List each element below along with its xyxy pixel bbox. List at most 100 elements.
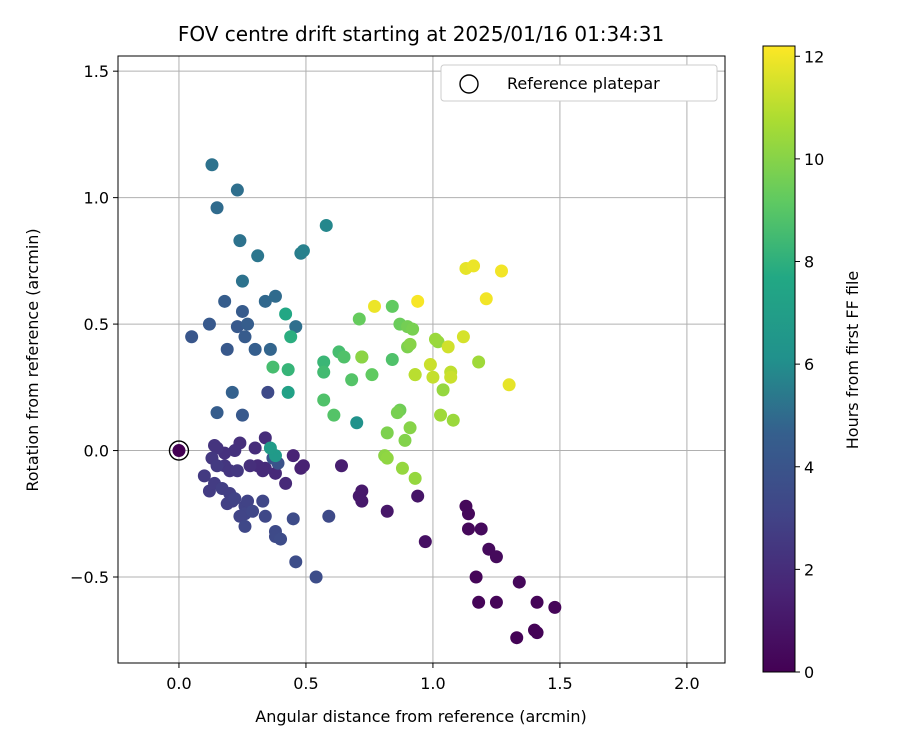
data-point xyxy=(380,504,394,518)
data-point xyxy=(474,522,488,536)
data-point xyxy=(243,459,257,473)
data-point xyxy=(467,259,481,273)
data-point xyxy=(238,519,252,533)
data-point xyxy=(309,570,323,584)
data-point xyxy=(266,360,280,374)
colorbar-tick-label: 6 xyxy=(804,355,814,374)
data-point xyxy=(355,494,369,508)
data-point xyxy=(210,201,224,215)
data-point xyxy=(286,512,300,526)
data-point xyxy=(385,353,399,366)
data-point xyxy=(426,370,440,384)
data-point xyxy=(230,183,244,197)
data-point xyxy=(436,383,450,397)
data-point xyxy=(230,320,244,334)
data-point xyxy=(434,408,448,422)
data-point xyxy=(241,317,255,331)
data-point xyxy=(365,368,379,382)
data-point xyxy=(235,304,249,318)
x-tick-label: 0.0 xyxy=(166,674,191,693)
data-point xyxy=(233,509,247,523)
data-point xyxy=(258,294,272,308)
data-point xyxy=(423,358,437,372)
data-point xyxy=(279,307,293,321)
data-point xyxy=(512,575,526,589)
data-point xyxy=(390,406,404,420)
data-point xyxy=(510,631,524,645)
legend-label: Reference platepar xyxy=(507,74,660,93)
y-tick-label: −0.5 xyxy=(70,568,109,587)
data-point xyxy=(444,370,458,384)
y-tick-label: 0.0 xyxy=(84,442,109,461)
data-points xyxy=(172,158,562,645)
x-axis-ticks: 0.0 0.5 1.0 1.5 2.0 xyxy=(166,663,700,693)
reference-point-ring xyxy=(168,440,190,461)
data-point xyxy=(258,509,272,523)
data-point xyxy=(334,459,348,473)
data-point xyxy=(233,234,247,248)
data-point xyxy=(428,332,442,346)
y-axis-label: Rotation from reference (arcmin) xyxy=(23,228,42,491)
data-point xyxy=(385,299,399,313)
data-point xyxy=(202,317,216,331)
data-point xyxy=(319,218,333,232)
y-tick-label: 0.5 xyxy=(84,315,109,334)
chart-title: FOV centre drift starting at 2025/01/16 … xyxy=(178,22,664,46)
data-point xyxy=(408,368,422,382)
data-point xyxy=(502,378,516,392)
data-point xyxy=(368,299,382,313)
data-point xyxy=(398,433,412,447)
data-point xyxy=(210,406,224,420)
data-point xyxy=(530,595,544,609)
data-point xyxy=(274,532,288,546)
data-point xyxy=(238,330,252,344)
data-point xyxy=(172,444,186,458)
data-point xyxy=(355,350,369,364)
data-point xyxy=(185,330,199,344)
data-point xyxy=(548,600,562,614)
data-point xyxy=(210,441,224,455)
data-point xyxy=(317,355,331,369)
data-point xyxy=(489,595,503,609)
data-point xyxy=(408,471,422,485)
data-point xyxy=(248,342,262,356)
data-point xyxy=(446,413,460,427)
data-point xyxy=(441,340,455,354)
reference-marker xyxy=(168,440,190,461)
x-tick-label: 1.5 xyxy=(547,674,572,693)
data-point xyxy=(461,522,475,536)
data-point xyxy=(479,292,493,306)
colorbar-tick-label: 4 xyxy=(804,458,814,477)
data-point xyxy=(322,509,336,523)
data-point xyxy=(380,426,394,440)
data-point xyxy=(241,494,255,508)
data-point xyxy=(230,464,244,478)
data-point xyxy=(256,494,270,508)
colorbar-tick-label: 2 xyxy=(804,560,814,579)
data-point xyxy=(530,626,544,640)
data-point xyxy=(258,431,272,445)
data-point xyxy=(235,274,249,288)
data-point xyxy=(489,550,503,564)
legend-box xyxy=(440,64,718,102)
data-point xyxy=(289,320,303,334)
data-point xyxy=(418,535,432,549)
data-point xyxy=(294,461,308,475)
data-point xyxy=(472,355,486,369)
colorbar-tick-label: 10 xyxy=(804,150,824,169)
data-point xyxy=(197,469,211,483)
data-point xyxy=(406,322,420,336)
data-point xyxy=(296,244,310,258)
data-point xyxy=(350,416,364,430)
data-point xyxy=(205,158,219,172)
data-point xyxy=(411,294,425,308)
data-point xyxy=(286,449,300,463)
data-point xyxy=(327,408,341,422)
data-point xyxy=(261,385,275,399)
y-axis-ticks: −0.5 0.0 0.5 1.0 1.5 xyxy=(70,62,118,587)
colorbar-tick-label: 0 xyxy=(804,663,814,682)
data-point xyxy=(263,441,277,455)
x-tick-label: 1.0 xyxy=(420,674,445,693)
data-point xyxy=(210,459,224,473)
data-point xyxy=(218,294,232,308)
